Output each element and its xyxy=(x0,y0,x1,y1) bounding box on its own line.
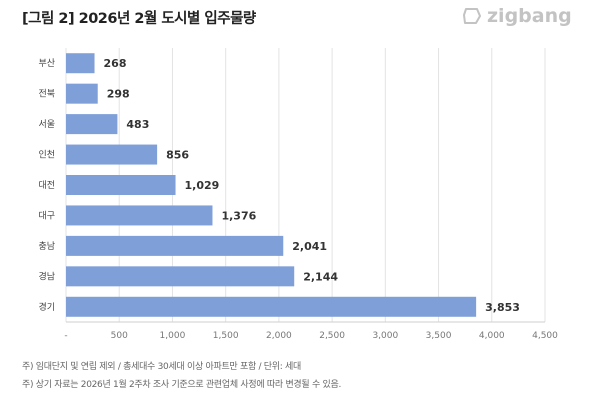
category-label: 서울 xyxy=(38,119,55,130)
category-label: 경기 xyxy=(38,301,55,313)
x-tick-label: 2,500 xyxy=(319,331,345,341)
bar xyxy=(66,266,295,287)
footnote-2: 주) 상기 자료는 2026년 1월 2주차 조사 기준으로 관련업체 사정에 … xyxy=(22,380,342,390)
x-tick-label: 3,500 xyxy=(426,331,452,341)
zigbang-logo: zigbang xyxy=(462,5,572,27)
data-label: 1,376 xyxy=(221,209,256,222)
category-label: 인천 xyxy=(38,150,55,161)
category-label: 부산 xyxy=(38,58,55,69)
category-label: 경남 xyxy=(38,270,55,282)
category-label: 대전 xyxy=(38,180,55,191)
data-label: 3,853 xyxy=(485,301,520,314)
bar xyxy=(66,296,477,317)
category-label: 전북 xyxy=(38,89,55,100)
x-tick-label: 1,000 xyxy=(160,331,186,341)
chart-title: [그림 2] 2026년 2월 도시별 입주물량 xyxy=(22,11,256,27)
x-tick-label: 1,500 xyxy=(213,331,239,341)
bar xyxy=(66,175,176,195)
bar xyxy=(66,235,284,256)
data-label: 2,041 xyxy=(292,240,327,253)
bar xyxy=(66,53,95,74)
data-label: 268 xyxy=(104,57,127,70)
x-tick-label: 3,000 xyxy=(372,331,398,341)
category-label: 대구 xyxy=(38,210,55,221)
bar xyxy=(66,205,213,226)
x-tick-label: - xyxy=(64,331,67,341)
data-label: 298 xyxy=(107,88,130,101)
data-label: 1,029 xyxy=(185,179,220,192)
footnote-1: 주) 임대단지 및 연립 제외 / 총세대수 30세대 이상 아파트만 포함 /… xyxy=(22,362,301,372)
bar xyxy=(66,114,118,135)
data-label: 856 xyxy=(166,149,189,162)
bar xyxy=(66,83,98,104)
logo-text: zigbang xyxy=(487,5,572,27)
x-tick-label: 4,500 xyxy=(532,331,558,341)
x-tick-label: 2,000 xyxy=(266,331,292,341)
bar xyxy=(66,144,158,165)
x-tick-label: 500 xyxy=(111,331,128,341)
zigbang-logo-icon xyxy=(463,8,481,24)
category-label: 충남 xyxy=(38,241,55,252)
data-label: 483 xyxy=(126,118,149,131)
data-label: 2,144 xyxy=(303,270,338,283)
x-tick-label: 4,000 xyxy=(479,331,505,341)
